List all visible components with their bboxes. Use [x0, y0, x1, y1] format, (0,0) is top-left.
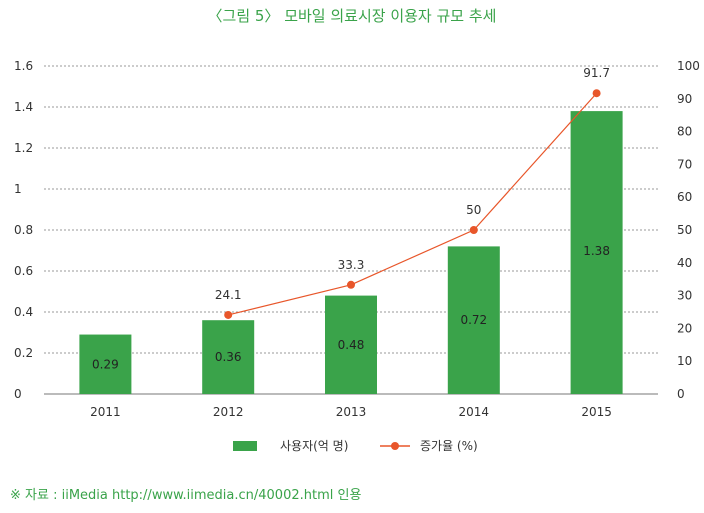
growth-point-2013	[347, 280, 355, 289]
growth-point-2014	[469, 226, 478, 234]
bar-2011	[79, 334, 132, 394]
left-tick-label: 0.4	[14, 305, 33, 319]
legend-line-marker	[391, 442, 399, 450]
x-tick-label: 2014	[459, 405, 490, 419]
right-tick-label: 20	[677, 321, 692, 335]
legend-line-label: 증가율 (%)	[420, 439, 478, 453]
bar-2015	[570, 111, 623, 394]
growth-value-label: 24.1	[215, 288, 242, 302]
source-note: ※ 자료 : iiMedia http://www.iimedia.cn/400…	[10, 488, 362, 503]
x-tick-label: 2011	[90, 405, 121, 419]
x-tick-label: 2012	[213, 405, 244, 419]
legend-bar-label: 사용자(억 명)	[280, 439, 348, 453]
growth-rate-line	[228, 92, 598, 316]
bar-value-label: 0.48	[338, 338, 365, 352]
left-tick-label: 1	[14, 182, 22, 196]
right-tick-label: 0	[677, 387, 685, 401]
right-tick-label: 40	[677, 256, 692, 270]
growth-value-label: 91.7	[583, 66, 610, 80]
bar-value-label: 1.38	[583, 244, 610, 258]
left-tick-label: 1.2	[14, 141, 33, 155]
x-axis-ticks: 2011 2012 2013 2014 2015	[90, 405, 612, 419]
bar-series: 0.29 0.36 0.48 0.72 1.38	[79, 111, 623, 394]
right-tick-label: 70	[677, 157, 692, 171]
left-axis-ticks: 0 0.2 0.4 0.6 0.8 1 1.2 1.4 1.6	[14, 59, 33, 401]
right-tick-label: 80	[677, 125, 692, 139]
bar-value-label: 0.36	[215, 350, 242, 364]
left-tick-label: 0.2	[14, 346, 33, 360]
right-tick-label: 60	[677, 190, 692, 204]
growth-point-2012	[224, 310, 233, 319]
growth-value-label: 50	[466, 203, 481, 217]
left-tick-label: 0.8	[14, 223, 33, 237]
right-axis-ticks: 0 10 20 30 40 50 60 70 80 90 100	[677, 59, 700, 401]
right-tick-label: 10	[677, 354, 692, 368]
line-series: 24.1 33.3 50 91.7	[215, 66, 610, 319]
chart-title: 〈그림 5〉 모바일 의료시장 이용자 규모 추세	[208, 7, 497, 25]
left-tick-label: 1.4	[14, 100, 33, 114]
left-tick-label: 1.6	[14, 59, 33, 73]
right-tick-label: 90	[677, 92, 692, 106]
bar-2014	[447, 246, 500, 394]
right-tick-label: 30	[677, 289, 692, 303]
bar-2012	[202, 320, 255, 394]
x-tick-label: 2015	[581, 405, 612, 419]
right-tick-label: 50	[677, 223, 692, 237]
growth-point-2015	[592, 89, 601, 98]
right-tick-label: 100	[677, 59, 700, 73]
bar-value-label: 0.29	[92, 357, 119, 371]
legend-bar-swatch	[233, 441, 257, 451]
legend: 사용자(억 명) 증가율 (%)	[233, 439, 478, 453]
left-tick-label: 0.6	[14, 264, 33, 278]
growth-value-label: 33.3	[338, 258, 365, 272]
x-tick-label: 2013	[336, 405, 367, 419]
bar-2013	[325, 295, 377, 394]
left-tick-label: 0	[14, 387, 22, 401]
bar-value-label: 0.72	[460, 313, 487, 327]
